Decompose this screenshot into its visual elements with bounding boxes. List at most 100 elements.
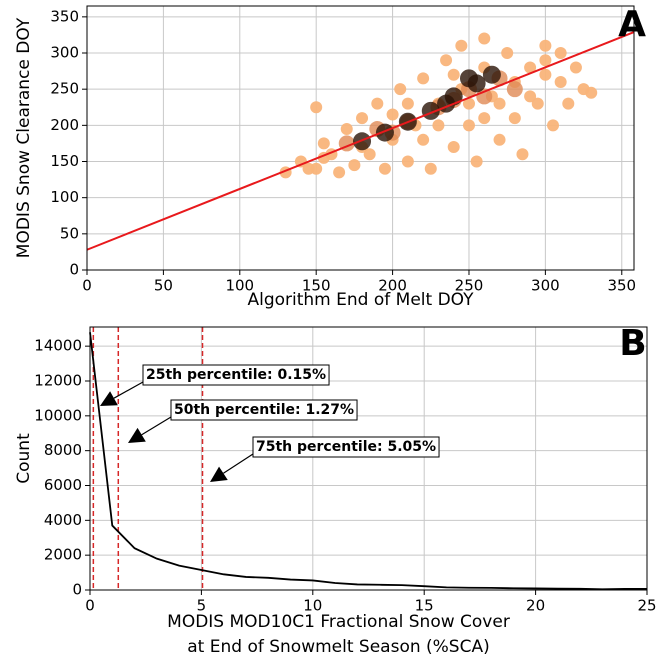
arrow-shaft — [141, 416, 172, 436]
y-tick-label: 6000 — [44, 476, 82, 494]
point — [482, 65, 501, 84]
x-tick-label: 100 — [225, 277, 254, 295]
y-tick-label: 8000 — [44, 441, 82, 459]
point — [459, 69, 478, 88]
point — [462, 97, 475, 110]
x-tick-label: 0 — [82, 277, 92, 295]
y-tick-label: 50 — [60, 224, 79, 242]
point — [333, 166, 346, 179]
point — [455, 39, 468, 52]
point — [506, 81, 523, 98]
x-tick-label: 150 — [302, 277, 331, 295]
point — [363, 148, 376, 161]
points — [279, 32, 598, 179]
point — [554, 75, 567, 88]
y-tick-label: 300 — [50, 44, 79, 62]
count-line — [89, 332, 647, 591]
point — [447, 68, 460, 81]
point — [462, 119, 475, 132]
y-tick-label: 250 — [50, 80, 79, 98]
point — [432, 119, 445, 132]
point — [508, 112, 521, 125]
point — [447, 141, 460, 154]
point — [401, 97, 414, 110]
arrow-shaft — [113, 381, 144, 399]
point — [524, 90, 537, 103]
annotation-box — [252, 436, 440, 458]
x-tick-label: 0 — [85, 597, 95, 615]
fit-line — [86, 31, 635, 251]
x-axis-label: Algorithm End of Melt DOY — [247, 290, 474, 310]
point — [524, 61, 537, 74]
x-tick-label: 5 — [197, 597, 207, 615]
annotation-box — [142, 364, 330, 386]
y-tick-label: 14000 — [34, 337, 82, 355]
y-tick-label: 10000 — [34, 406, 82, 424]
point — [539, 68, 552, 81]
point — [348, 159, 361, 172]
arrow-head — [210, 466, 228, 482]
point — [539, 39, 552, 52]
point — [539, 54, 552, 67]
y-tick-label: 350 — [50, 7, 79, 25]
point — [478, 112, 491, 125]
point — [401, 155, 414, 168]
x-tick-label: 300 — [531, 277, 560, 295]
x-tick-label: 200 — [378, 277, 407, 295]
arrow-shaft — [223, 453, 254, 474]
point — [493, 97, 506, 110]
x-tick-label: 20 — [526, 597, 545, 615]
point — [356, 112, 369, 125]
arrow-head — [128, 427, 146, 443]
y-tick-label: 12000 — [34, 371, 82, 389]
point — [375, 123, 394, 142]
point — [302, 162, 315, 175]
point — [378, 162, 391, 175]
annotation: 75th percentile: 5.05% — [256, 439, 436, 455]
x-axis-label: MODIS MOD10C1 Fractional Snow Cover — [167, 612, 510, 632]
point — [310, 101, 323, 114]
y-tick-label: 150 — [50, 152, 79, 170]
point — [386, 108, 399, 121]
panel-label: A — [618, 4, 646, 45]
y-axis-label: MODIS Snow Clearance DOY — [14, 17, 34, 258]
point — [340, 122, 353, 135]
annotation: 25th percentile: 0.15% — [146, 367, 326, 383]
y-tick-label: 0 — [69, 261, 79, 279]
x-axis-label: at End of Snowmelt Season (%SCA) — [187, 637, 489, 657]
x-tick-label: 25 — [637, 597, 656, 615]
x-tick-label: 250 — [455, 277, 484, 295]
y-tick-label: 2000 — [44, 546, 82, 564]
point — [569, 61, 582, 74]
point — [294, 155, 307, 168]
arrow-head — [100, 391, 118, 406]
point — [371, 97, 384, 110]
point — [424, 162, 437, 175]
y-tick-label: 200 — [50, 116, 79, 134]
point — [585, 86, 598, 99]
point — [317, 137, 330, 150]
point — [417, 133, 430, 146]
x-tick-label: 10 — [303, 597, 322, 615]
point — [493, 133, 506, 146]
point — [531, 97, 544, 110]
x-tick-label: 50 — [154, 277, 173, 295]
panel-label: B — [619, 323, 646, 364]
point — [501, 47, 514, 60]
point — [394, 83, 407, 96]
y-tick-label: 0 — [72, 581, 82, 599]
point — [417, 72, 430, 85]
y-axis-label: Count — [14, 433, 34, 484]
x-tick-label: 350 — [607, 277, 636, 295]
point — [516, 148, 529, 161]
point — [547, 119, 560, 132]
point — [554, 47, 567, 60]
annotation-box — [170, 399, 358, 421]
annotation: 50th percentile: 1.27% — [174, 402, 354, 418]
plot-frame — [86, 5, 635, 271]
point — [470, 155, 483, 168]
point — [562, 97, 575, 110]
point — [440, 54, 453, 67]
point — [478, 32, 491, 45]
